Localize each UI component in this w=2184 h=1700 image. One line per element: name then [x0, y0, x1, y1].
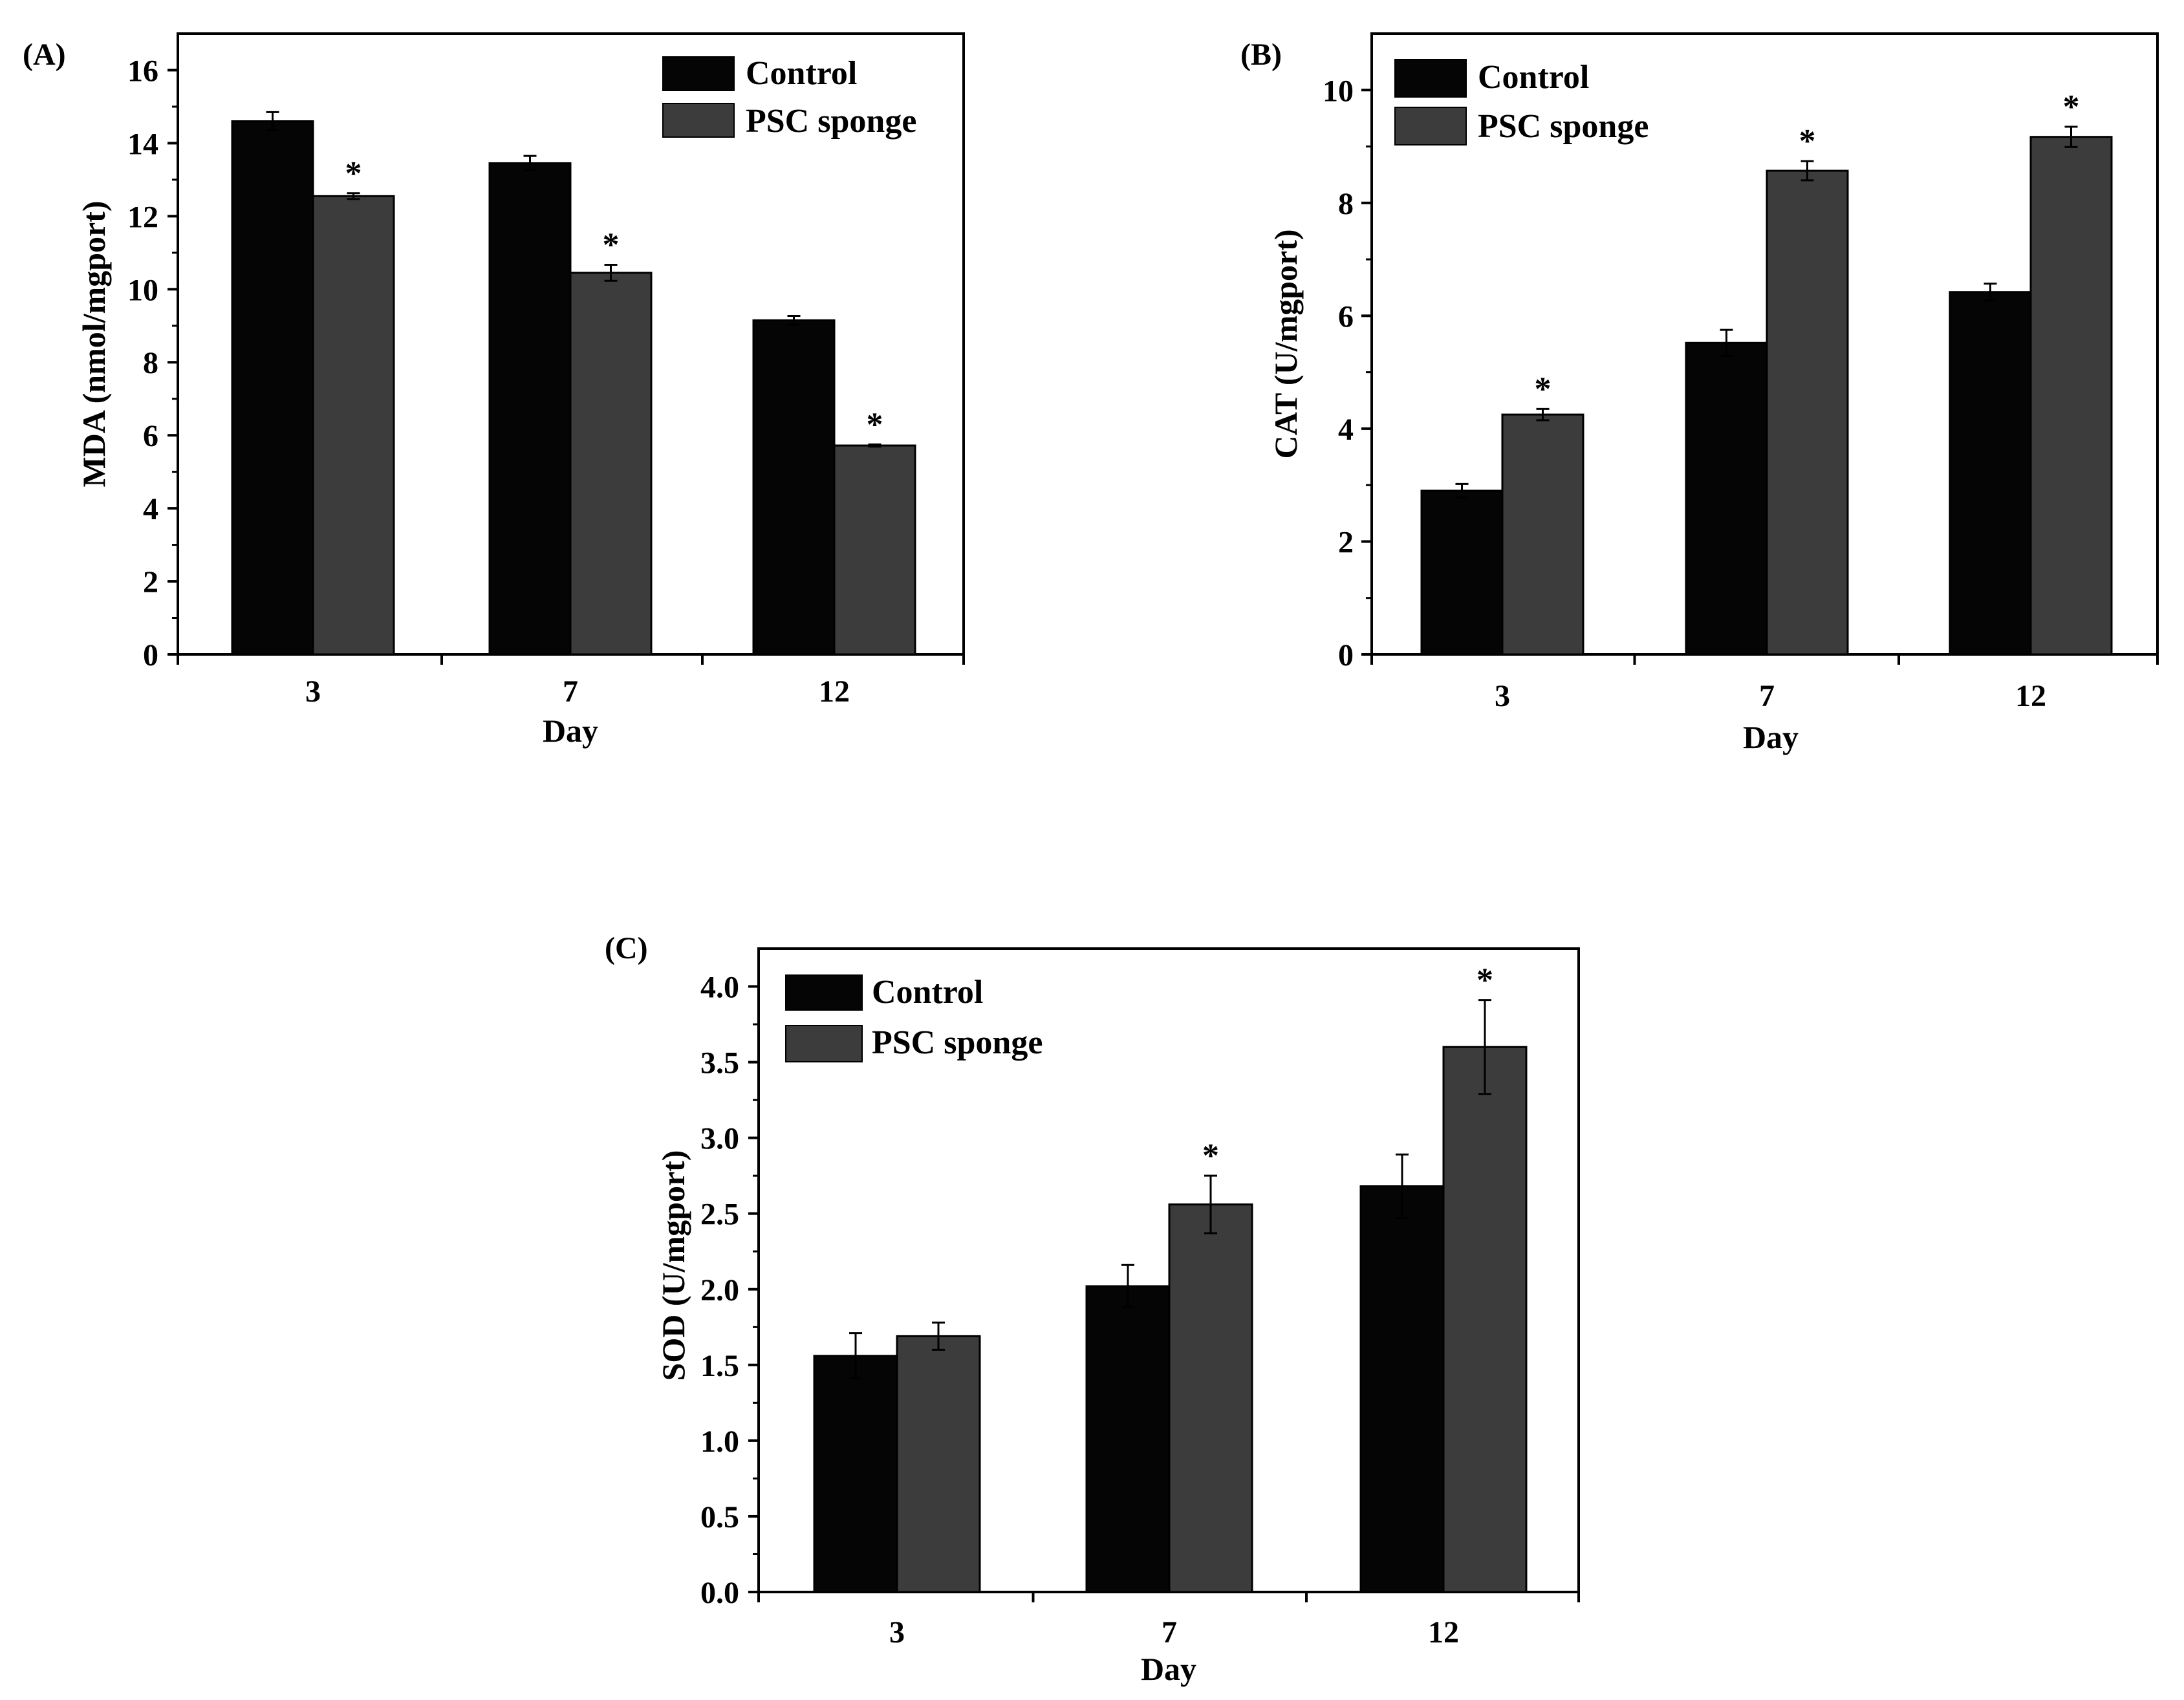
- x-tick-label: 3: [889, 1615, 905, 1650]
- y-tick-label: 10: [127, 273, 158, 307]
- significance-star: *: [1202, 1137, 1219, 1174]
- y-tick-label: 16: [127, 54, 158, 88]
- panel-label-a: (A): [23, 38, 66, 72]
- legend-a: Control PSC sponge: [662, 55, 916, 140]
- y-tick-label: 2: [143, 565, 158, 599]
- bar-psc-sponge: [1168, 1203, 1253, 1593]
- y-axis-b: 0 2 4 6 8 10: [1323, 74, 1372, 672]
- panel-label-c: (C): [605, 931, 648, 965]
- x-tick-label: 3: [305, 674, 321, 709]
- y-tick-label: 0.5: [700, 1500, 739, 1534]
- bar-psc-sponge: [1766, 169, 1849, 656]
- y-tick-label: 2.5: [700, 1198, 739, 1232]
- y-tick-label: 3.5: [700, 1046, 739, 1081]
- y-tick-label: 1.5: [700, 1349, 739, 1383]
- y-tick-label: 2: [1338, 525, 1354, 559]
- legend-label-psc: PSC sponge: [1478, 108, 1649, 145]
- bar-psc-sponge: [2029, 136, 2113, 656]
- legend-swatch-psc: [785, 1025, 863, 1062]
- y-tick-label: 3.0: [700, 1122, 739, 1156]
- x-axis-title-c: Day: [1141, 1651, 1196, 1687]
- bar-control: [1949, 291, 2032, 656]
- legend-swatch-psc: [1394, 107, 1467, 145]
- significance-star: *: [1535, 371, 1552, 407]
- x-tick-label: 12: [2015, 679, 2046, 713]
- x-axis-title-b: Day: [1743, 719, 1799, 755]
- y-tick-label: 4.0: [700, 971, 739, 1005]
- bar-psc-sponge: [833, 444, 916, 656]
- y-tick-label: 0.0: [700, 1576, 739, 1610]
- legend-label-control: Control: [872, 974, 983, 1011]
- bar-psc-sponge: [896, 1335, 981, 1593]
- bar-psc-sponge: [1442, 1046, 1528, 1593]
- x-axis-a: 3 7 12: [177, 654, 965, 709]
- panel-a: (A) 0 2 4 6 8 10 12 14 16 3 7 12 * * * Day MDA (nmol…: [23, 32, 965, 749]
- bar-control: [1085, 1285, 1171, 1593]
- bars-a: * * *: [231, 111, 916, 656]
- y-tick-label: 1.0: [700, 1425, 739, 1459]
- x-axis-title-a: Day: [543, 713, 598, 749]
- x-tick-label: 7: [1759, 679, 1775, 713]
- legend-b: Control PSC sponge: [1394, 59, 1649, 145]
- y-tick-label: 14: [127, 127, 158, 161]
- legend-swatch-control: [1394, 59, 1467, 98]
- bar-control: [1420, 490, 1504, 656]
- significance-star: *: [2063, 89, 2080, 125]
- x-tick-label: 12: [1428, 1615, 1459, 1650]
- x-tick-label: 3: [1495, 679, 1510, 713]
- x-tick-label: 7: [1162, 1615, 1177, 1650]
- significance-star: *: [603, 226, 620, 263]
- y-tick-label: 6: [1338, 299, 1354, 334]
- y-tick-label: 12: [127, 200, 158, 234]
- y-tick-label: 8: [143, 346, 158, 380]
- bars-b: * * *: [1420, 89, 2113, 656]
- y-tick-label: 10: [1323, 74, 1354, 108]
- bar-control: [488, 162, 572, 656]
- bar-control: [752, 319, 836, 656]
- significance-star: *: [1799, 123, 1816, 160]
- bar-psc-sponge: [312, 195, 395, 656]
- y-tick-label: 4: [1338, 413, 1354, 447]
- legend-label-psc: PSC sponge: [872, 1024, 1043, 1061]
- legend-swatch-control: [662, 56, 735, 91]
- panel-c: (C) 0.00.51.01.52.02.53.03.54.0 3 7 12 ** …: [605, 931, 1580, 1687]
- y-tick-label: 0: [143, 638, 158, 672]
- legend-label-psc: PSC sponge: [746, 103, 916, 140]
- y-tick-label: 8: [1338, 187, 1354, 221]
- bars-c: **: [813, 962, 1528, 1593]
- y-tick-label: 6: [143, 419, 158, 453]
- y-axis-title-b: CAT (U/mgport): [1268, 229, 1304, 458]
- bar-control: [231, 120, 314, 656]
- y-tick-label: 2.0: [700, 1273, 739, 1307]
- y-axis-c: 0.0 0.5 1.0 1.5 2.0 2.5 3.0 3.5 4.0: [700, 971, 759, 1610]
- panel-label-b: (B): [1240, 38, 1282, 72]
- y-tick-label: 4: [143, 492, 158, 526]
- legend-c: Control PSC sponge: [785, 974, 1043, 1062]
- legend-swatch-control: [785, 974, 863, 1011]
- legend-label-control: Control: [1478, 59, 1589, 96]
- legend-label-control: Control: [746, 55, 857, 92]
- bar-control: [1359, 1185, 1445, 1593]
- x-axis-c: 3 7 12: [757, 1592, 1580, 1650]
- bar-psc-sponge: [569, 272, 653, 656]
- significance-star: *: [867, 406, 883, 443]
- y-axis-title-a: MDA (nmol/mgport): [76, 201, 112, 488]
- significance-star: *: [1476, 962, 1493, 999]
- legend-swatch-psc: [662, 103, 735, 138]
- y-axis-a: 0 2 4 6 8 10 12 14 16: [127, 54, 178, 672]
- bar-psc-sponge: [1501, 413, 1584, 656]
- x-tick-label: 12: [819, 674, 850, 709]
- bar-control: [813, 1355, 898, 1593]
- y-axis-title-c: SOD (U/mgport): [655, 1150, 691, 1381]
- y-tick-label: 0: [1338, 638, 1354, 672]
- x-tick-label: 7: [563, 674, 578, 709]
- x-axis-b: 3 7 12: [1370, 654, 2159, 713]
- bar-control: [1685, 341, 1768, 656]
- significance-star: *: [345, 155, 362, 192]
